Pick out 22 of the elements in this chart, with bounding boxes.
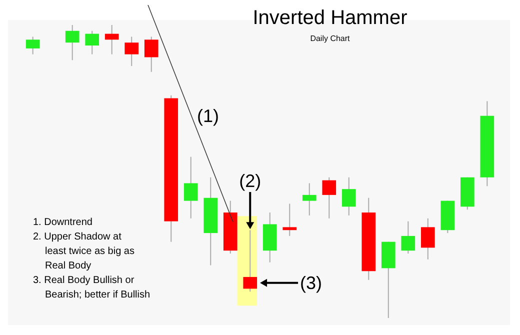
candlestick [124,36,139,67]
candlestick [243,230,258,292]
chart-title: Inverted Hammer [252,7,408,29]
candlestick [184,156,198,219]
candlestick [302,182,316,216]
annotation: 3. Real Body Bullish or Bearish; better if Bullish [33,275,150,300]
candlestick [65,24,80,61]
candlestick [342,176,356,216]
annotation: 1. Downtrend [33,217,92,228]
candlestick [401,220,416,254]
candlestick [420,218,435,260]
candlestick [26,36,40,55]
annotation: (3) [300,272,322,293]
candlestick [85,30,100,55]
annotation: (1) [197,106,219,126]
candlestick [322,176,336,219]
annotation: (2) [239,171,262,191]
candlestick [104,24,119,55]
candlestick [144,36,158,72]
candlestick [282,203,297,236]
annotation: 2. Upper Shadow at least twice as big as Real Body [33,232,134,272]
text: Daily Chart [310,34,351,43]
